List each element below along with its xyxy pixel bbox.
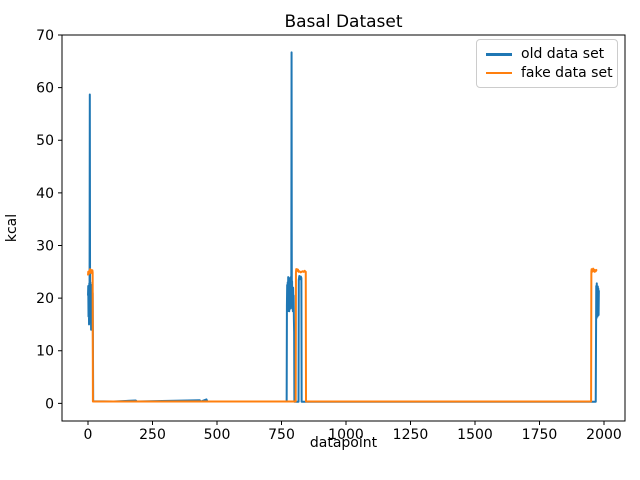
x-tick-label: 1250 — [393, 427, 429, 443]
legend-label-fake: fake data set — [521, 64, 613, 81]
legend-line-sample-fake — [486, 71, 512, 74]
y-tick-label: 20 — [36, 291, 54, 307]
y-tick-label: 60 — [36, 81, 54, 97]
x-axis-label: datapoint — [310, 435, 378, 451]
legend-label-old: old data set — [521, 46, 605, 63]
y-tick-label: 70 — [36, 28, 54, 44]
x-tick-label: 1500 — [457, 427, 493, 443]
legend-item-fake-data-set: fake data set — [486, 64, 613, 83]
legend: old data set fake data set — [476, 39, 618, 88]
series-line-old-data-set — [87, 51, 601, 403]
x-tick-label: 1750 — [522, 427, 558, 443]
y-tick-label: 50 — [36, 133, 54, 149]
y-tick-label: 30 — [36, 238, 54, 254]
legend-item-old-data-set: old data set — [486, 45, 609, 64]
y-tick-label: 0 — [45, 396, 54, 412]
legend-line-sample-old — [486, 53, 512, 56]
chart-title: Basal Dataset — [284, 12, 402, 32]
x-tick-label: 250 — [139, 427, 166, 443]
x-tick-label: 0 — [84, 427, 93, 443]
y-tick-label: 10 — [36, 344, 54, 360]
series-line-fake-data-set — [87, 267, 598, 403]
x-tick-label: 750 — [268, 427, 295, 443]
y-axis-label: kcal — [4, 214, 20, 242]
x-tick-label: 2000 — [586, 427, 622, 443]
x-tick-label: 500 — [204, 427, 231, 443]
plot-area-border — [61, 34, 626, 422]
x-tick-label: 1000 — [328, 427, 364, 443]
plot-dynamic-layer: 0 250 500 750 1000 1250 1500 1750 2000 0 10 20 30 40 5… — [36, 28, 622, 443]
y-tick-label: 40 — [36, 186, 54, 202]
